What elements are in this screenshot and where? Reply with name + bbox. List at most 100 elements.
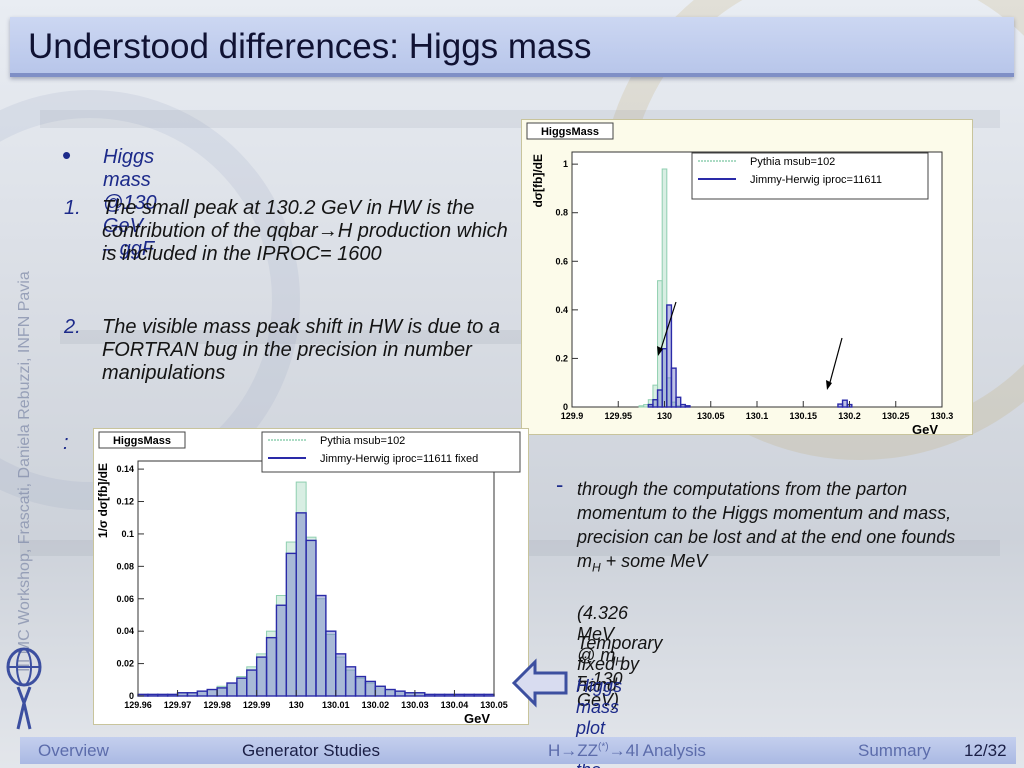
y-axis-label: 1/σ dσ[fb]/dE	[96, 463, 110, 538]
y-tick-label: 0.1	[121, 529, 134, 539]
bar-series-2	[841, 399, 848, 408]
x-tick-label: 130.1	[746, 411, 769, 421]
legend-label: Pythia msub=102	[320, 435, 405, 447]
legend-box	[261, 431, 521, 473]
y-tick-label: 0.06	[116, 594, 134, 604]
y-tick-label: 0.04	[116, 626, 134, 636]
bar-series-2	[473, 693, 485, 697]
chart-title-box	[526, 122, 614, 140]
note-mass-end: = 130 GeV)	[577, 668, 623, 710]
note-text-sub: H	[592, 560, 601, 575]
y-tick-label: 0.02	[116, 659, 134, 669]
x-tick-label: 130.15	[789, 411, 817, 421]
bullet-heading: Higgs mass @130 GeV – ggF	[103, 146, 157, 260]
bar-series-2	[394, 690, 406, 697]
side-credit: III MC Workshop, Frascati, Daniela Rebuz…	[16, 271, 33, 672]
bar-series-2	[424, 693, 436, 697]
x-tick-label: 130.05	[697, 411, 725, 421]
title-bar: Understood differences: Higgs mass	[10, 17, 1014, 77]
slide-title: Understood differences: Higgs mass	[28, 27, 592, 66]
bar-series-2	[414, 692, 426, 697]
bar-series-2	[285, 552, 297, 697]
x-axis-label: GeV	[912, 422, 938, 436]
plot-higgs-mass-original: HiggsMass 0 0.2 0.4 0.6 0.8 1 129.9 129.95 130 130…	[521, 119, 973, 437]
bar-series-2	[675, 396, 682, 408]
fix-label: Higgs mass plot after the fixes	[576, 676, 623, 768]
x-tick-label: 130	[289, 700, 304, 710]
atlas-logo-icon	[6, 647, 42, 730]
y-tick-label: 0.2	[555, 353, 568, 363]
bar-series-2	[265, 636, 278, 697]
y-tick-label: 0.12	[116, 497, 134, 507]
y-tick-label: 0.4	[555, 305, 568, 315]
note-dash: -	[556, 472, 564, 497]
bar-series-2	[443, 693, 456, 697]
footer-nav: Overview Generator Studies H→ZZ(*)→4l An…	[20, 737, 1016, 764]
bar-series-2	[374, 685, 386, 697]
legend-box	[691, 152, 929, 200]
bullet-marker: •	[62, 140, 72, 170]
bar-series-2	[315, 594, 327, 697]
footer-item-analysis[interactable]: H→ZZ(*)→4l Analysis	[548, 741, 706, 761]
x-tick-label: 129.97	[164, 700, 192, 710]
footer-analysis-end: →4l Analysis	[608, 741, 706, 760]
note-text-end: + some MeV	[600, 551, 708, 571]
note-fixed-text: Temporary fixed by hand	[577, 633, 663, 695]
annotation-arrowhead	[826, 380, 832, 390]
x-axis-label: GeV	[464, 711, 490, 726]
y-tick-label: 0	[129, 691, 134, 701]
bar-series-2	[176, 692, 189, 697]
bar-series-2	[433, 693, 446, 697]
bar-series-2	[684, 405, 691, 408]
bar-series-2	[275, 604, 288, 697]
chart-svg-original: HiggsMass 0 0.2 0.4 0.6 0.8 1 129.9 129.95 130 130…	[526, 122, 953, 437]
footer-item-generator-studies[interactable]: Generator Studies	[242, 741, 380, 760]
y-tick-label: 0.8	[555, 208, 568, 218]
x-tick-label: 130	[657, 411, 672, 421]
bar-series-2	[354, 675, 367, 697]
bar-series-2	[325, 630, 337, 697]
note-text-main: through the computations from the parton…	[577, 479, 956, 571]
footer-analysis-text: H→ZZ	[548, 741, 599, 760]
note-text: through the computations from the parton…	[577, 477, 967, 580]
bar-series-2	[344, 666, 357, 697]
x-tick-label: 130.05	[480, 700, 508, 710]
plot-higgs-mass-fixed: HiggsMass 0 0.02 0.04 0.06 0.08 0.1 0.12 0.14 129…	[93, 428, 529, 726]
bar-series-2	[305, 539, 317, 697]
x-tick-label: 129.98	[203, 700, 231, 710]
chart-svg-fixed: HiggsMass 0 0.02 0.04 0.06 0.08 0.1 0.12 0.14 129…	[96, 431, 521, 726]
x-tick-label: 130.2	[838, 411, 861, 421]
y-tick-label: 0.14	[116, 464, 134, 474]
footer-analysis-sup: (*)	[598, 741, 609, 753]
bar-series-2	[147, 693, 159, 697]
left-arrow-icon	[511, 658, 568, 708]
legend-label: Jimmy-Herwig iproc=11611 fixed	[320, 453, 478, 465]
footer-item-summary[interactable]: Summary	[858, 741, 931, 760]
legend-label: Pythia msub=102	[750, 156, 835, 168]
y-tick-label: 0.08	[116, 561, 134, 571]
legend-label: Jimmy-Herwig iproc=11611	[750, 174, 882, 186]
annotation-arrow	[828, 337, 843, 387]
y-tick-label: 0	[563, 402, 568, 412]
x-tick-label: 130.02	[362, 700, 390, 710]
x-tick-label: 129.99	[243, 700, 271, 710]
bar-series-2	[453, 693, 466, 697]
bar-series-2	[255, 656, 268, 697]
bar-series-2	[206, 688, 218, 697]
bar-series-2	[666, 304, 673, 408]
chart-title: HiggsMass	[113, 435, 171, 447]
bar-series-2	[384, 688, 396, 697]
bar-series-2	[295, 512, 307, 697]
chart-title-box	[98, 431, 186, 449]
note-mass-sub: H	[615, 654, 624, 669]
y-axis-label: dσ[fb]/dE	[531, 154, 545, 208]
bar-series-2	[236, 677, 248, 697]
bar-series-2	[246, 669, 258, 697]
x-tick-label: 130.01	[322, 700, 350, 710]
y-tick-label: 1	[563, 159, 568, 169]
bar-series-1	[638, 405, 645, 408]
chart-title: HiggsMass	[541, 126, 599, 138]
footer-item-overview[interactable]: Overview	[38, 741, 109, 760]
colon-marker: :	[63, 432, 69, 454]
x-tick-label: 129.9	[561, 411, 584, 421]
